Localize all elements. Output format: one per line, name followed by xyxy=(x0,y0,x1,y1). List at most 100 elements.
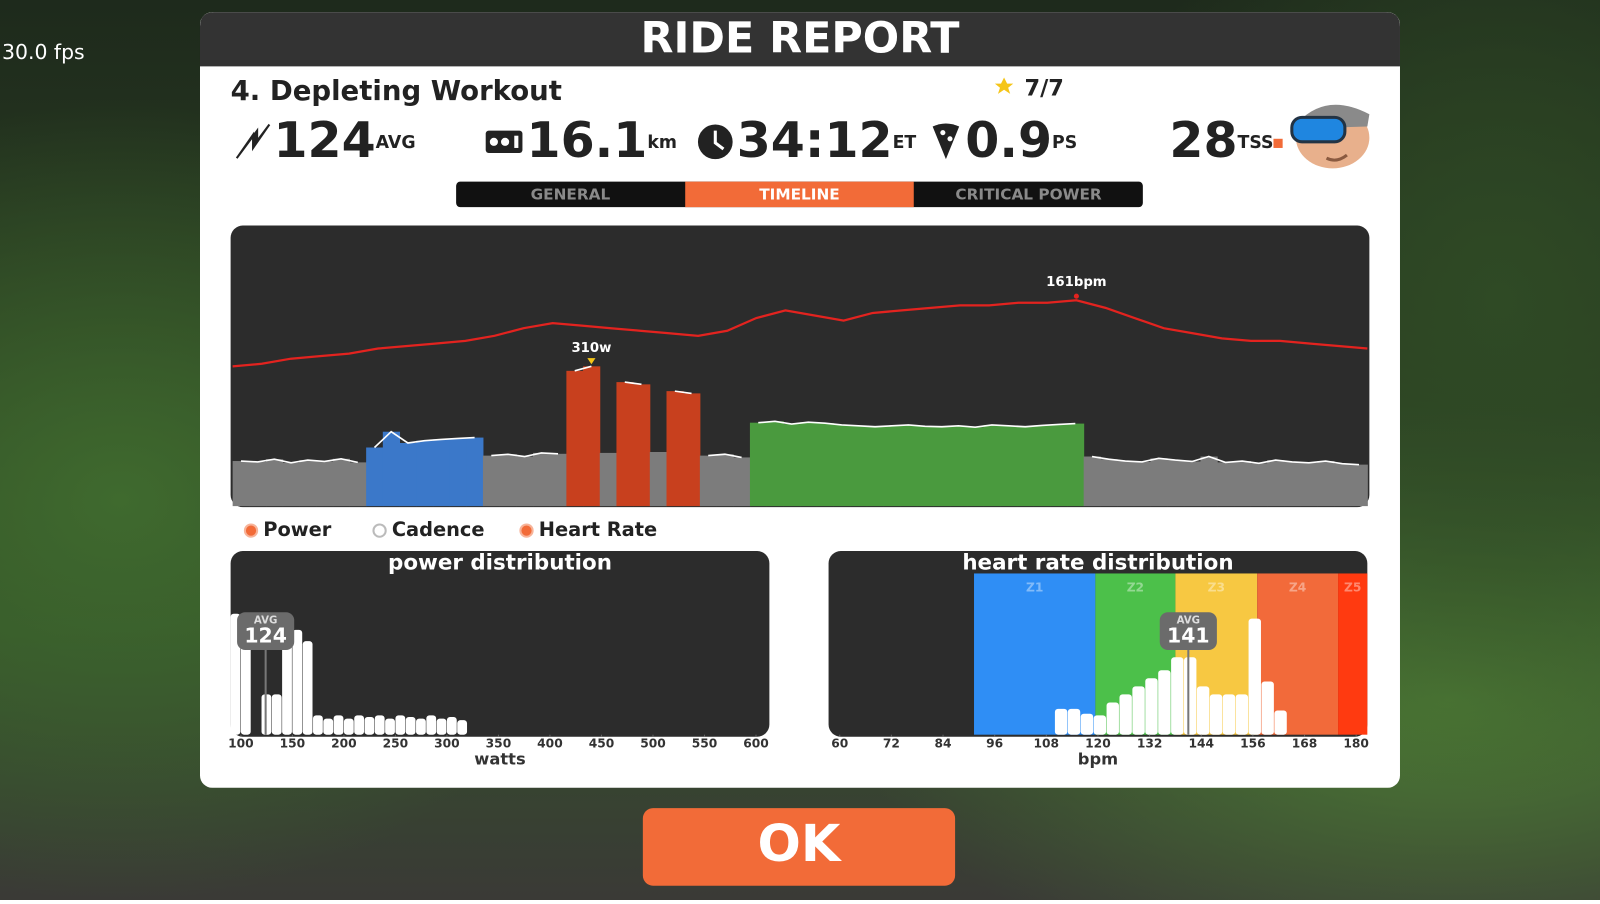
tab-highlight xyxy=(685,181,914,208)
power-bar xyxy=(1150,458,1168,507)
power-trace xyxy=(624,381,642,386)
legend-label[interactable]: Heart Rate xyxy=(539,518,657,541)
star-icon xyxy=(994,77,1014,94)
peak-hr-label: 161bpm xyxy=(1046,275,1106,290)
histogram-bar xyxy=(426,715,437,735)
stat-value: 28 xyxy=(1169,111,1237,168)
info-badge xyxy=(1273,138,1283,148)
histogram-bar xyxy=(323,718,334,735)
heart-rate-line xyxy=(232,299,1368,368)
x-tick-label: 120 xyxy=(1085,736,1111,750)
x-tick-label: 250 xyxy=(383,736,409,750)
legend-marker[interactable] xyxy=(372,523,387,538)
stat-unit: AVG xyxy=(376,133,416,153)
peak-hr-marker xyxy=(1073,293,1079,299)
histogram-bar xyxy=(1106,702,1119,735)
power-bar xyxy=(382,431,401,507)
histogram-bar xyxy=(1248,618,1261,735)
stat-unit: TSS xyxy=(1238,133,1274,153)
power-bar xyxy=(566,370,584,507)
legend-label[interactable]: Power xyxy=(263,518,332,541)
legend-label[interactable]: Cadence xyxy=(392,518,485,541)
power-bar xyxy=(950,425,968,507)
ok-button[interactable]: OK xyxy=(642,808,956,886)
stat: 28TSS xyxy=(1169,111,1273,168)
avatar xyxy=(1290,104,1370,169)
power-bar xyxy=(249,461,267,507)
workout-name: 4. Depleting Workout xyxy=(231,75,562,107)
legend-marker[interactable] xyxy=(243,523,259,538)
stat-unit: PS xyxy=(1052,133,1077,153)
histogram-bar xyxy=(1235,694,1249,735)
x-tick-label: 60 xyxy=(831,736,848,750)
histogram-bar xyxy=(333,715,344,735)
stat: 16.1km xyxy=(527,111,677,168)
title: RIDE REPORT xyxy=(640,13,959,63)
power-bar xyxy=(1167,460,1185,507)
histogram-bar xyxy=(385,718,395,735)
peak-power-marker xyxy=(587,358,596,365)
legend-marker[interactable] xyxy=(519,523,534,538)
x-tick-label: 600 xyxy=(743,736,769,750)
avg-value: 141 xyxy=(1167,624,1210,648)
power-bar xyxy=(349,462,367,507)
power-bar xyxy=(783,424,801,507)
histogram-bar xyxy=(1209,694,1223,735)
power-bar xyxy=(1233,461,1252,507)
power-bar xyxy=(482,455,501,507)
power-bar xyxy=(399,442,417,507)
tab[interactable]: GENERAL xyxy=(531,185,611,203)
histogram-bar xyxy=(1274,710,1287,735)
power-bar xyxy=(883,425,901,507)
histogram-bar xyxy=(374,715,385,735)
x-tick-label: 180 xyxy=(1343,736,1369,750)
power-trace xyxy=(674,390,692,395)
avg-bubble xyxy=(1159,612,1217,650)
histogram-bar xyxy=(1145,678,1158,735)
zone-label: Z4 xyxy=(1289,580,1306,594)
avg-bubble xyxy=(237,612,295,650)
power-trace xyxy=(708,453,742,459)
power-bar xyxy=(1117,461,1135,507)
ok-button-bg[interactable] xyxy=(642,808,956,886)
power-bar xyxy=(1267,460,1285,507)
histogram-bar xyxy=(1054,708,1068,735)
power-bar xyxy=(533,452,551,507)
pizza-icon xyxy=(932,123,960,160)
hr-zone xyxy=(974,573,1096,735)
histogram-bar xyxy=(446,716,457,735)
stat-value: 34:12 xyxy=(737,111,893,168)
histogram-bar xyxy=(1184,657,1197,735)
tab[interactable]: TIMELINE xyxy=(759,185,840,203)
power-bar xyxy=(1133,461,1151,507)
power-trace xyxy=(1091,455,1360,466)
histogram-bar xyxy=(1261,681,1274,735)
power-bar xyxy=(1100,459,1118,507)
histogram-bar xyxy=(405,716,416,735)
timeline-panel xyxy=(230,225,1370,508)
power-trace xyxy=(373,430,475,449)
histogram-bar xyxy=(436,718,447,735)
power-bar xyxy=(933,426,951,507)
histogram-bar xyxy=(271,694,282,735)
tab[interactable]: CRITICAL POWER xyxy=(955,185,1101,203)
power-bar xyxy=(1217,462,1235,507)
zone-label: Z2 xyxy=(1127,580,1144,594)
peak-power-label: 310w xyxy=(571,341,611,356)
x-tick-label: 156 xyxy=(1240,736,1266,750)
power-bar xyxy=(549,453,567,507)
stat-value: 16.1 xyxy=(527,111,648,168)
x-tick-label: 108 xyxy=(1034,736,1060,750)
x-tick-label: 132 xyxy=(1137,736,1163,750)
stat-value: 0.9 xyxy=(965,111,1052,168)
ok-label[interactable]: OK xyxy=(758,815,843,874)
power-bar xyxy=(316,461,334,507)
power-bar xyxy=(1283,461,1302,507)
x-tick-label: 550 xyxy=(692,736,718,750)
power-bar xyxy=(1350,464,1368,507)
stat-unit: ET xyxy=(893,133,917,153)
x-tick-label: 400 xyxy=(537,736,563,750)
power-bar xyxy=(666,391,684,507)
stat: 124AVG xyxy=(273,111,415,168)
histogram-bar xyxy=(1067,708,1081,735)
